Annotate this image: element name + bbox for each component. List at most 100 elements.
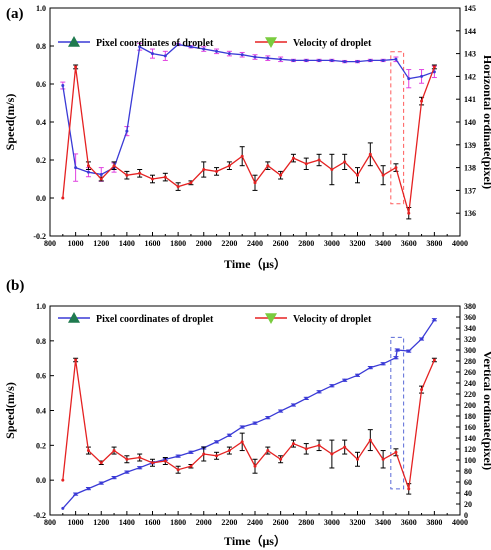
- x-tick-label: 2800: [298, 518, 314, 527]
- x-tick-label: 1200: [93, 239, 109, 248]
- highlight-box: [390, 336, 405, 490]
- y2-tick-label: 280: [464, 357, 476, 366]
- data-point: [407, 349, 411, 353]
- data-point: [343, 445, 347, 449]
- data-point: [343, 60, 347, 64]
- y-tick-label: -0.2: [33, 511, 46, 520]
- data-point: [356, 457, 359, 461]
- data-point: [138, 456, 142, 460]
- series-line: [62, 43, 435, 176]
- data-point: [317, 158, 321, 162]
- x-tick-label: 2800: [298, 239, 314, 248]
- data-point: [266, 56, 270, 60]
- data-point: [240, 440, 244, 444]
- data-point: [215, 440, 219, 444]
- data-point: [138, 466, 142, 470]
- data-point: [343, 160, 347, 164]
- data-point: [381, 58, 385, 62]
- y2-tick-label: 20: [464, 500, 472, 509]
- data-point: [86, 164, 90, 168]
- x-tick-label: 3000: [324, 239, 340, 248]
- y2-tick-label: 340: [464, 324, 476, 333]
- data-point: [266, 449, 270, 453]
- panel-label: (a): [6, 6, 24, 22]
- y-tick-label: 0.6: [36, 80, 46, 89]
- x-tick-label: 3000: [324, 518, 340, 527]
- x-tick-label: 3200: [350, 239, 366, 248]
- x-tick-label: 1400: [119, 239, 135, 248]
- y2-tick-label: 0: [464, 511, 468, 520]
- data-point: [176, 468, 180, 472]
- data-point: [74, 65, 78, 69]
- data-point: [189, 464, 193, 468]
- legend-marker: [68, 36, 80, 47]
- data-point: [240, 154, 244, 158]
- data-point: [176, 42, 180, 46]
- data-point: [291, 403, 295, 407]
- y2-tick-label: 143: [464, 50, 476, 59]
- data-point: [86, 487, 90, 491]
- data-point: [74, 358, 78, 362]
- data-point: [189, 181, 193, 185]
- y2-tick-label: 320: [464, 335, 476, 344]
- y-tick-label: -0.2: [33, 232, 46, 241]
- data-point: [343, 378, 347, 382]
- x-tick-label: 2200: [221, 239, 237, 248]
- data-point: [394, 450, 398, 454]
- x-tick-label: 4000: [452, 518, 468, 527]
- data-point: [356, 173, 359, 177]
- data-point: [86, 449, 90, 453]
- y2-tick-label: 120: [464, 445, 476, 454]
- x-tick-label: 3800: [426, 239, 442, 248]
- data-point: [291, 156, 295, 160]
- data-point: [356, 60, 359, 64]
- data-point: [202, 452, 206, 456]
- data-point: [317, 443, 321, 447]
- data-point: [227, 164, 231, 168]
- data-point: [432, 358, 436, 362]
- data-point: [381, 362, 385, 366]
- data-point: [407, 487, 411, 491]
- x-tick-label: 800: [44, 239, 56, 248]
- y2-tick-label: 220: [464, 390, 476, 399]
- y-axis-title: Speed(m/s): [3, 382, 17, 439]
- data-point: [420, 74, 424, 78]
- y-tick-label: 0.6: [36, 372, 46, 381]
- x-tick-label: 1800: [170, 518, 186, 527]
- data-point: [176, 454, 180, 458]
- y2-tick-label: 145: [464, 4, 476, 13]
- data-point: [279, 409, 283, 413]
- y2-tick-label: 260: [464, 368, 476, 377]
- data-point: [163, 54, 167, 58]
- data-point: [291, 58, 295, 62]
- data-point: [74, 492, 78, 496]
- data-point: [163, 175, 167, 179]
- y2-tick-label: 137: [464, 186, 476, 195]
- data-point: [356, 373, 359, 377]
- y2-tick-label: 141: [464, 95, 476, 104]
- data-point: [330, 452, 334, 456]
- data-point: [253, 464, 257, 468]
- data-point: [394, 356, 398, 360]
- x-tick-label: 2400: [247, 239, 263, 248]
- data-point: [176, 185, 180, 189]
- data-point: [381, 457, 385, 461]
- x-tick-label: 2200: [221, 518, 237, 527]
- data-point: [330, 58, 334, 62]
- data-point: [304, 162, 308, 166]
- data-point: [304, 447, 308, 451]
- y2-axis-title: Vertical ordinate(pixel): [481, 351, 491, 470]
- series-pixel-coordinates: [61, 318, 437, 510]
- data-point: [420, 337, 424, 341]
- x-axis-title: Time（μs）: [224, 256, 286, 271]
- y-tick-label: 0.8: [36, 337, 46, 346]
- data-point: [138, 171, 142, 175]
- x-axis-title: Time（μs）: [224, 533, 286, 548]
- x-tick-label: 2600: [273, 239, 289, 248]
- legend-marker: [265, 37, 277, 48]
- x-tick-label: 1600: [145, 239, 161, 248]
- data-point: [125, 173, 129, 177]
- data-point: [394, 166, 398, 170]
- x-tick-label: 1000: [68, 239, 84, 248]
- y-tick-label: 0.0: [36, 194, 46, 203]
